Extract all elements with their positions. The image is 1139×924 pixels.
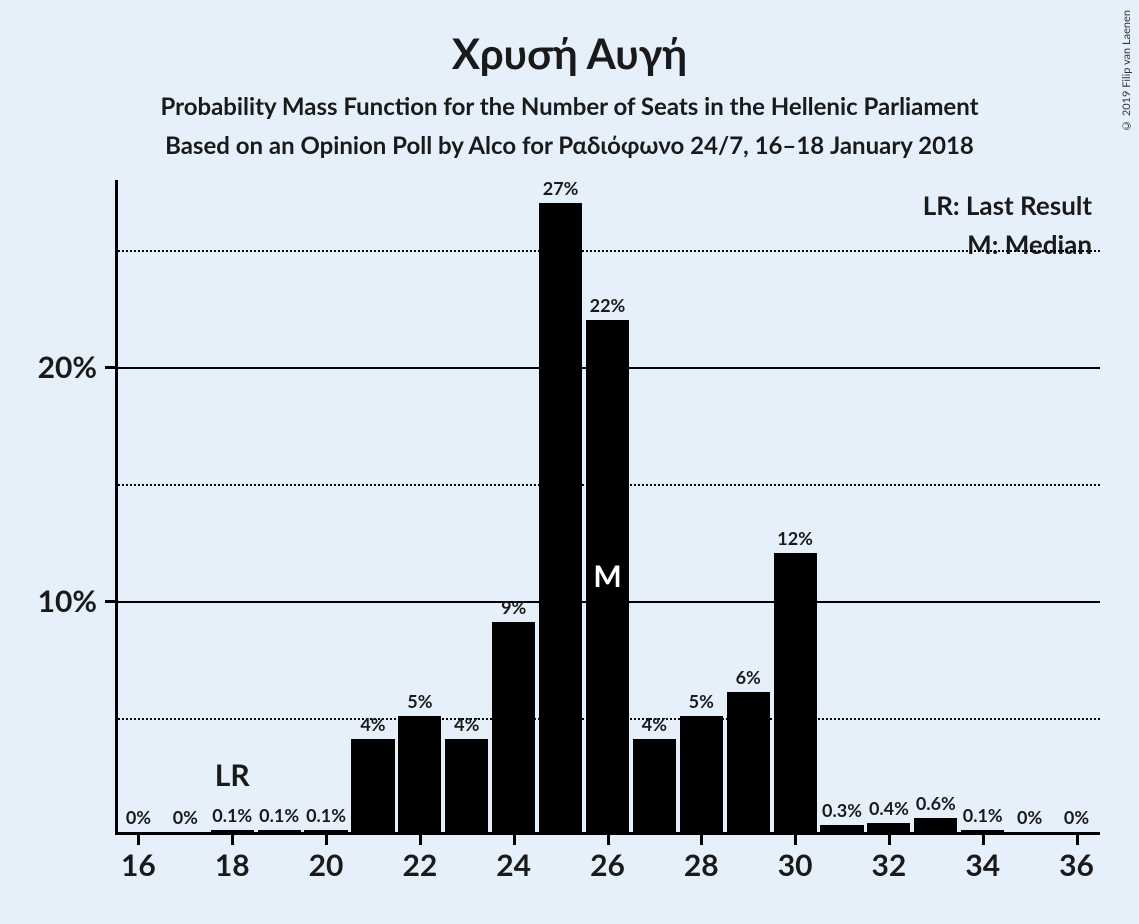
x-tick: [137, 835, 140, 845]
bar-value-label: 4%: [454, 713, 479, 735]
x-axis-label: 16: [121, 847, 156, 883]
bar: 0.6%: [914, 818, 957, 832]
bar-value-label: 0.6%: [916, 792, 956, 814]
bar: 9%: [492, 622, 535, 832]
x-axis-label: 32: [872, 847, 907, 883]
bar: 6%: [727, 692, 770, 832]
chart-subtitle-1: Probability Mass Function for the Number…: [40, 92, 1099, 121]
bar-value-label: 0%: [126, 806, 151, 828]
y-axis-label: 10%: [38, 583, 97, 619]
bar-value-label: 0.4%: [869, 797, 909, 819]
x-axis-label: 18: [215, 847, 250, 883]
bar-value-label: 0.1%: [963, 804, 1003, 826]
bar: 0.1%: [258, 830, 301, 832]
x-tick: [325, 835, 328, 845]
copyright-text: © 2019 Filip van Laenen: [1120, 10, 1133, 132]
bar-value-label: 0%: [1017, 806, 1042, 828]
x-tick: [700, 835, 703, 845]
bar-value-label: 12%: [777, 527, 813, 549]
bar-value-label: 0%: [1064, 806, 1089, 828]
x-tick: [513, 835, 516, 845]
x-axis-label: 28: [684, 847, 719, 883]
y-axis-label: 20%: [38, 349, 97, 385]
x-tick: [888, 835, 891, 845]
x-axis-label: 22: [402, 847, 437, 883]
bar-value-label: 6%: [736, 666, 761, 688]
x-axis-label: 34: [965, 847, 1000, 883]
bar-value-label: 0.1%: [306, 804, 346, 826]
x-tick: [231, 835, 234, 845]
bar: 5%: [398, 716, 441, 832]
chart-subtitle-2: Based on an Opinion Poll by Alco for Ραδ…: [40, 131, 1099, 160]
bar: 12%: [774, 553, 817, 832]
x-axis-label: 26: [590, 847, 625, 883]
lr-marker: LR: [215, 757, 250, 793]
x-tick: [419, 835, 422, 845]
bar: 4%: [351, 739, 394, 832]
chart-title: Χρυσή Αυγή: [40, 28, 1099, 78]
bar-value-label: 0.1%: [212, 804, 252, 826]
bar-value-label: 9%: [501, 596, 526, 618]
x-tick: [982, 835, 985, 845]
chart-container: Χρυσή Αυγή Probability Mass Function for…: [0, 0, 1139, 924]
bar-value-label: 4%: [642, 713, 667, 735]
bar: 0.1%: [961, 830, 1004, 832]
bar: 4%: [633, 739, 676, 832]
bar: 0.4%: [867, 823, 910, 832]
bar-value-label: 0%: [173, 806, 198, 828]
bar: 4%: [445, 739, 488, 832]
bar-value-label: 27%: [543, 177, 579, 199]
legend-lr: LR: Last Result: [923, 186, 1092, 225]
bar-value-label: 0.3%: [822, 799, 862, 821]
x-tick: [607, 835, 610, 845]
bar-value-label: 5%: [407, 690, 432, 712]
bar: 0.1%: [211, 830, 254, 832]
legend: LR: Last Result M: Median: [923, 186, 1092, 264]
gridline-minor: [118, 250, 1100, 252]
median-marker: M: [593, 558, 621, 594]
bar-value-label: 22%: [590, 294, 626, 316]
bar: 0.1%: [304, 830, 347, 832]
bar: 27%: [539, 203, 582, 832]
x-tick: [1076, 835, 1079, 845]
bar: 5%: [680, 716, 723, 832]
bar-value-label: 4%: [360, 713, 385, 735]
plot-area: LR: Last Result M: Median 10%20%16182022…: [115, 180, 1100, 835]
bar-value-label: 5%: [689, 690, 714, 712]
x-axis-label: 20: [309, 847, 344, 883]
y-axis: [115, 180, 118, 835]
bar-value-label: 0.1%: [259, 804, 299, 826]
x-axis-label: 36: [1059, 847, 1094, 883]
legend-m: M: Median: [923, 225, 1092, 264]
x-tick: [794, 835, 797, 845]
x-axis-label: 24: [496, 847, 531, 883]
bar: 0.3%: [820, 825, 863, 832]
x-axis-label: 30: [778, 847, 813, 883]
y-tick: [105, 366, 115, 369]
y-tick: [105, 600, 115, 603]
